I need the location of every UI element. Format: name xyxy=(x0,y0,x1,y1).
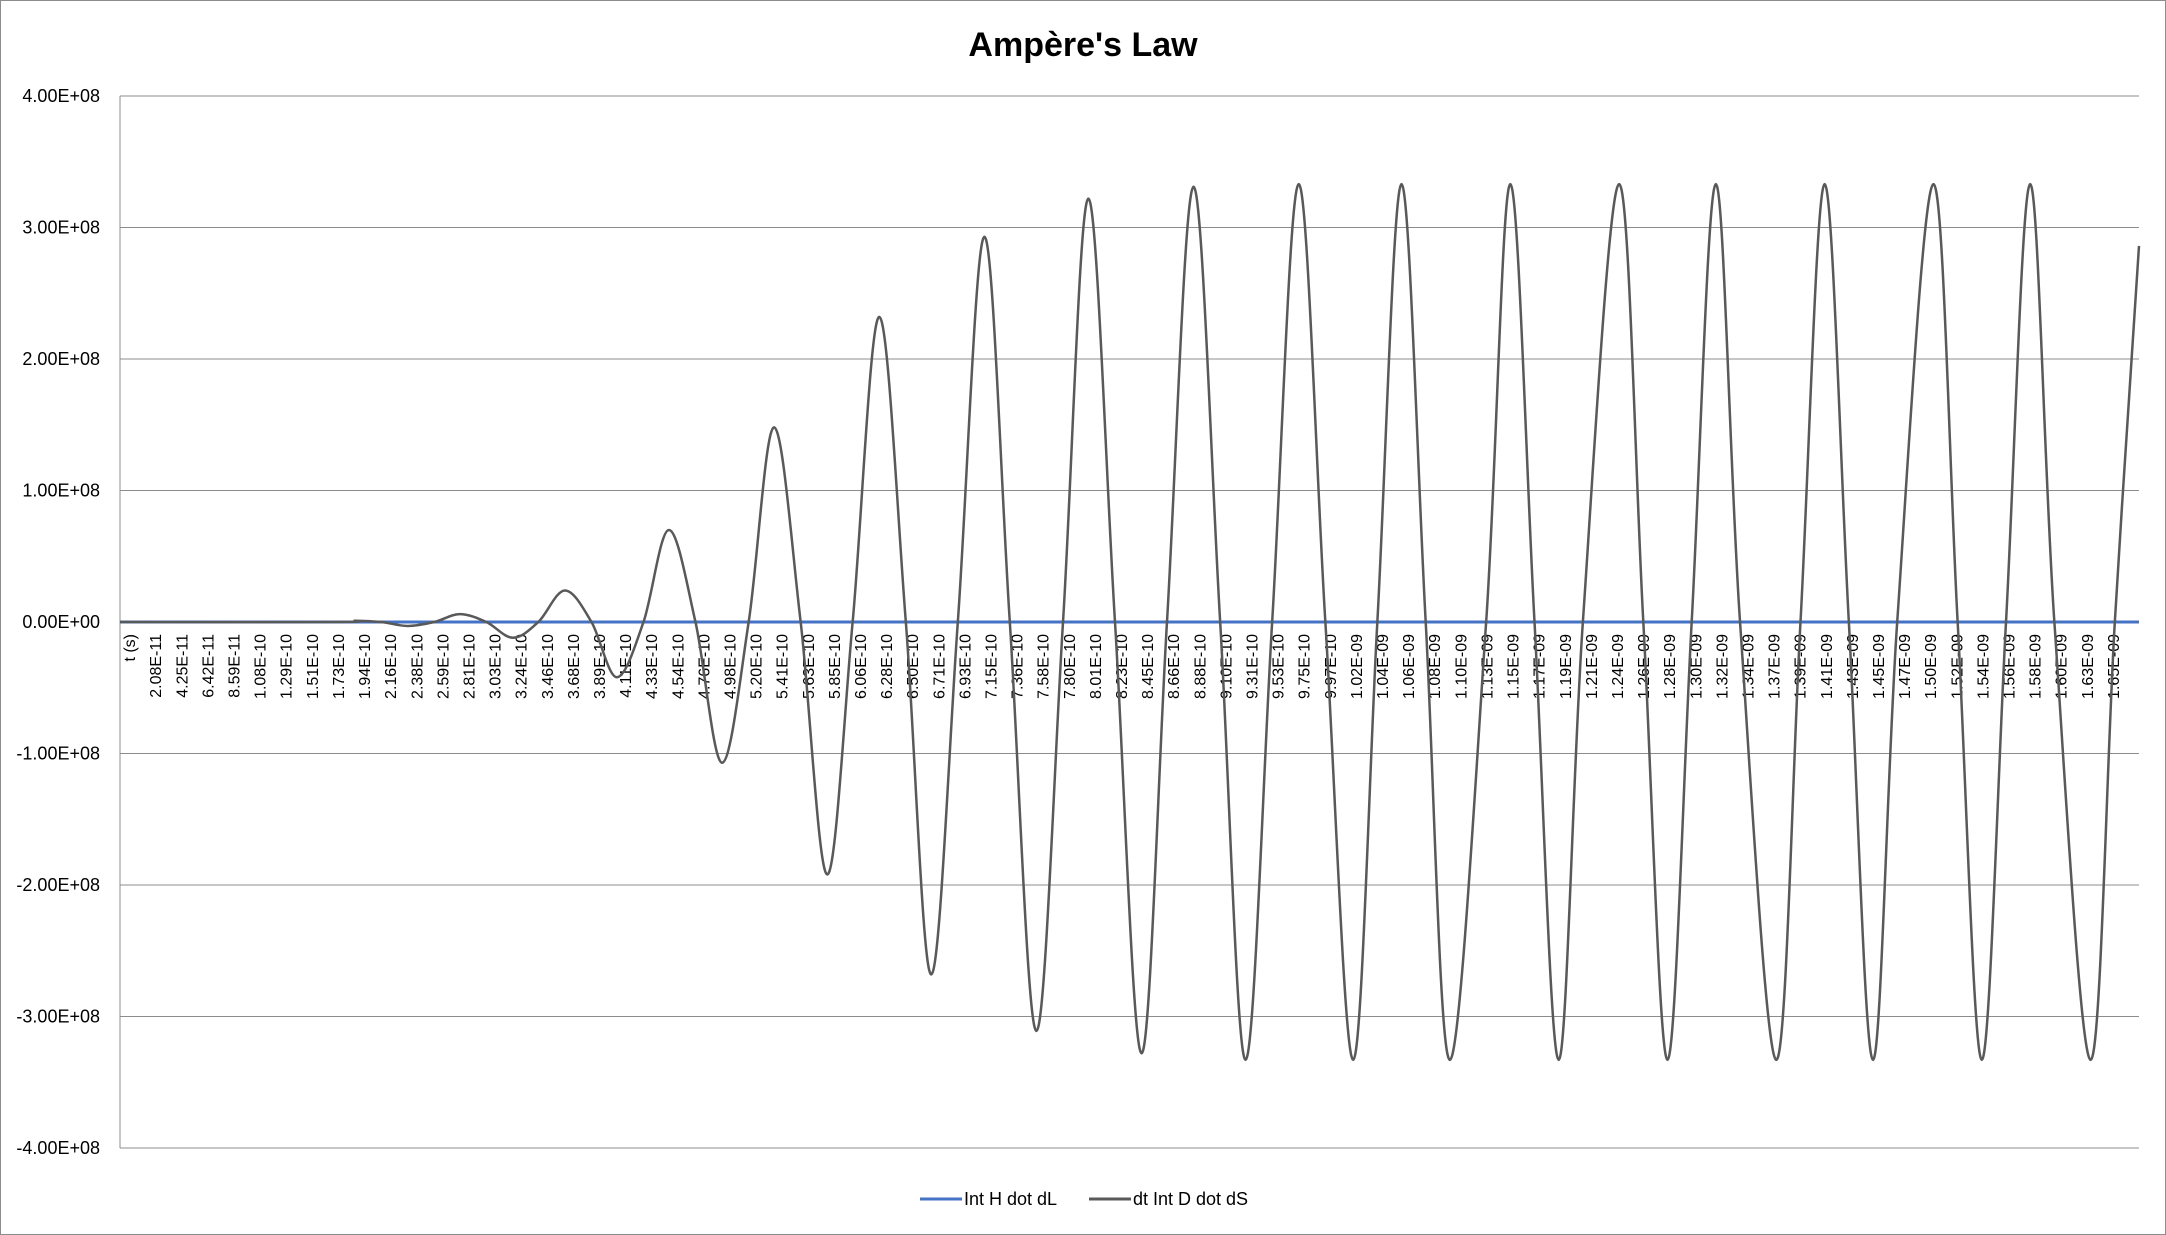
x-category-label: t (s) xyxy=(122,634,139,662)
x-tick-label: 8.45E-10 xyxy=(1140,634,1157,699)
y-tick-label: 4.00E+08 xyxy=(22,86,100,106)
x-tick-label: 1.65E-09 xyxy=(2106,634,2123,699)
x-tick-label: 1.06E-09 xyxy=(1401,634,1418,699)
x-tick-label: 1.17E-09 xyxy=(1532,634,1549,699)
x-tick-label: 6.71E-10 xyxy=(931,634,948,699)
x-tick-label: 8.01E-10 xyxy=(1088,634,1105,699)
x-tick-label: 6.93E-10 xyxy=(957,634,974,699)
x-tick-label: 4.33E-10 xyxy=(644,634,661,699)
x-tick-label: 2.59E-10 xyxy=(435,634,452,699)
x-axis-ticks: t (s) 2.08E-11 4.25E-11 6.42E-11 8.59E-11 1.0… xyxy=(122,634,2123,699)
x-tick-label: 5.20E-10 xyxy=(749,634,766,699)
x-tick-label: 7.58E-10 xyxy=(1036,634,1053,699)
x-tick-label: 1.63E-09 xyxy=(2080,634,2097,699)
x-tick-label: 3.03E-10 xyxy=(488,634,505,699)
x-tick-label: 3.68E-10 xyxy=(566,634,583,699)
x-tick-label: 1.51E-10 xyxy=(305,634,322,699)
y-axis-ticks: 4.00E+08 3.00E+08 2.00E+08 1.00E+08 0.00E+00… xyxy=(16,86,100,1158)
legend-label: dt Int D dot dS xyxy=(1133,1189,1248,1209)
x-tick-label: 9.75E-10 xyxy=(1297,634,1314,699)
x-tick-label: 9.53E-10 xyxy=(1271,634,1288,699)
x-tick-label: 1.37E-09 xyxy=(1767,634,1784,699)
chart-title: Ampère's Law xyxy=(968,26,1198,64)
x-tick-label: 3.89E-10 xyxy=(592,634,609,699)
x-tick-label: 1.15E-09 xyxy=(1506,634,1523,699)
x-tick-label: 1.52E-09 xyxy=(1949,634,1966,699)
x-tick-label: 1.39E-09 xyxy=(1793,634,1810,699)
x-tick-label: 3.46E-10 xyxy=(540,634,557,699)
x-tick-label: 6.28E-10 xyxy=(879,634,896,699)
y-tick-label: 1.00E+08 xyxy=(22,481,100,501)
x-tick-label: 2.08E-11 xyxy=(148,634,165,698)
x-tick-label: 1.41E-09 xyxy=(1819,634,1836,699)
series-lines xyxy=(119,182,2141,1062)
x-tick-label: 4.98E-10 xyxy=(722,634,739,699)
x-tick-label: 1.43E-09 xyxy=(1845,634,1862,699)
x-tick-label: 4.54E-10 xyxy=(670,634,687,699)
x-tick-label: 7.15E-10 xyxy=(984,634,1001,699)
x-tick-label: 8.59E-11 xyxy=(227,634,244,698)
x-tick-label: 5.41E-10 xyxy=(775,634,792,699)
x-tick-label: 3.24E-10 xyxy=(514,634,531,699)
x-tick-label: 1.45E-09 xyxy=(1871,634,1888,699)
legend-label: Int H dot dL xyxy=(964,1189,1057,1209)
x-tick-label: 2.81E-10 xyxy=(461,634,478,699)
y-tick-label: -1.00E+08 xyxy=(16,744,100,764)
x-tick-label: 1.30E-09 xyxy=(1688,634,1705,699)
x-tick-label: 1.02E-09 xyxy=(1349,634,1366,699)
x-tick-label: 1.08E-09 xyxy=(1427,634,1444,699)
y-tick-label: -2.00E+08 xyxy=(16,875,100,895)
x-tick-label: 1.94E-10 xyxy=(357,634,374,699)
y-tick-label: -3.00E+08 xyxy=(16,1007,100,1027)
x-tick-label: 5.63E-10 xyxy=(801,634,818,699)
x-tick-label: 1.29E-10 xyxy=(279,634,296,699)
x-tick-label: 1.08E-10 xyxy=(253,634,270,699)
x-tick-label: 1.19E-09 xyxy=(1558,634,1575,699)
x-tick-label: 2.38E-10 xyxy=(409,634,426,699)
x-tick-label: 1.73E-10 xyxy=(331,634,348,699)
x-tick-label: 1.21E-09 xyxy=(1584,634,1601,699)
x-tick-label: 1.47E-09 xyxy=(1897,634,1914,699)
x-tick-label: 1.58E-09 xyxy=(2028,634,2045,699)
x-tick-label: 4.25E-11 xyxy=(174,634,191,698)
x-tick-label: 1.50E-09 xyxy=(1923,634,1940,699)
x-tick-label: 9.31E-10 xyxy=(1245,634,1262,699)
x-tick-label: 9.97E-10 xyxy=(1323,634,1340,699)
x-tick-label: 1.54E-09 xyxy=(1975,634,1992,699)
x-tick-label: 7.80E-10 xyxy=(1062,634,1079,699)
y-tick-label: 2.00E+08 xyxy=(22,349,100,369)
series-line-dt-int-d-dot-ds xyxy=(119,182,2141,1062)
y-tick-label: -4.00E+08 xyxy=(16,1138,100,1158)
x-tick-label: 1.24E-09 xyxy=(1610,634,1627,699)
x-tick-label: 6.06E-10 xyxy=(853,634,870,699)
x-tick-label: 8.88E-10 xyxy=(1192,634,1209,699)
x-tick-label: 2.16E-10 xyxy=(383,634,400,699)
y-tick-label: 0.00E+00 xyxy=(22,612,100,632)
x-tick-label: 5.85E-10 xyxy=(827,634,844,699)
x-tick-label: 8.66E-10 xyxy=(1166,634,1183,699)
y-tick-label: 3.00E+08 xyxy=(22,218,100,238)
x-tick-label: 1.04E-09 xyxy=(1375,634,1392,699)
x-tick-label: 1.28E-09 xyxy=(1662,634,1679,699)
x-tick-label: 1.32E-09 xyxy=(1714,634,1731,699)
legend: Int H dot dL dt Int D dot dS xyxy=(920,1189,1248,1209)
x-tick-label: 1.10E-09 xyxy=(1453,634,1470,699)
x-tick-label: 6.42E-11 xyxy=(200,634,217,698)
